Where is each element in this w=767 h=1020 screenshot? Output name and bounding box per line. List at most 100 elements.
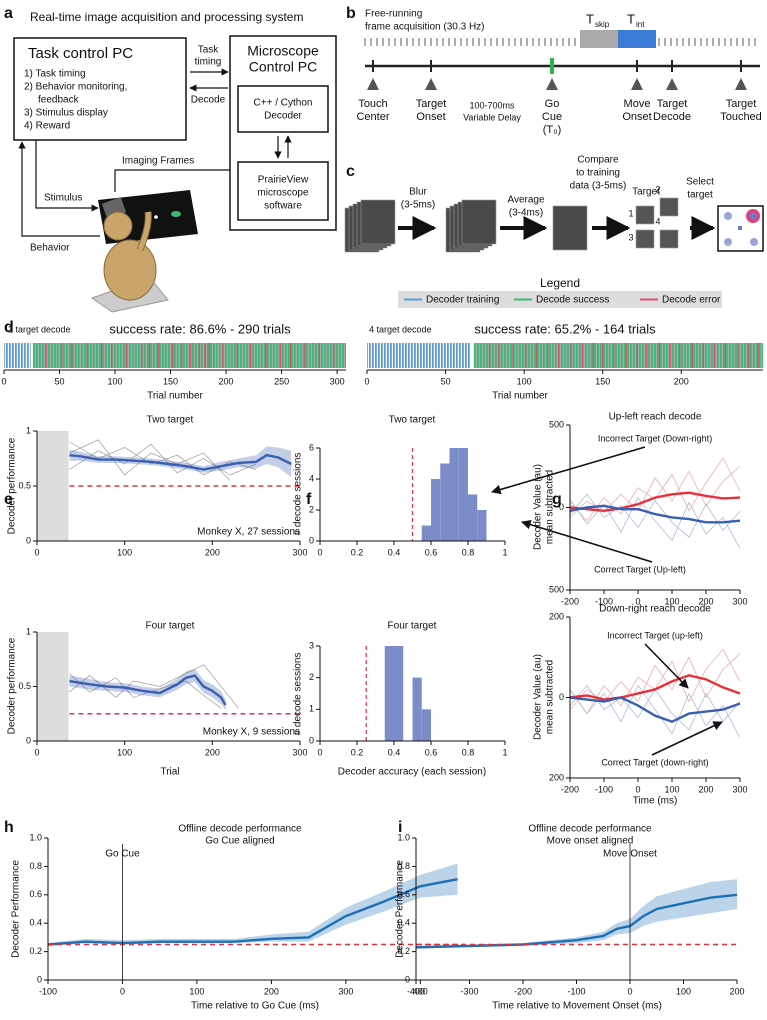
- y-axis-label: # decode sessions: [293, 453, 304, 536]
- x-tick-label: 0.2: [351, 547, 364, 557]
- event-label: Target: [416, 98, 447, 110]
- y-tick-label: 6: [309, 442, 314, 452]
- mean-line: [69, 453, 292, 471]
- event-marker: [546, 78, 558, 90]
- label: data (3-5ms): [570, 181, 627, 192]
- mean-line: [569, 696, 741, 723]
- annotation: Monkey X, 27 sessions: [197, 527, 300, 538]
- x-tick-label: 200: [698, 596, 713, 606]
- label: 2: [655, 184, 660, 194]
- chart-title: Down-right reach decode: [599, 604, 711, 615]
- chart-title: Two target: [389, 415, 436, 426]
- x-tick-label: 0: [627, 986, 632, 996]
- list-item: 4) Reward: [24, 121, 70, 132]
- y-tick-label: 0.6: [29, 889, 42, 899]
- annotation: Incorrect Target (up-left): [607, 630, 703, 640]
- panel-letter: e: [4, 491, 13, 508]
- mean-line: [415, 893, 738, 949]
- label: 100-700ms: [469, 100, 515, 110]
- label: to training: [576, 168, 620, 179]
- y-tick-label: 500: [549, 584, 564, 594]
- trace-line: [569, 493, 741, 538]
- label: C++ / Cython: [254, 98, 313, 109]
- event-label: Target: [726, 98, 757, 110]
- x-tick-label: 100: [117, 747, 132, 757]
- x-tick-label: 0: [364, 376, 369, 386]
- event-marker: [425, 78, 437, 90]
- event-marker: [666, 78, 678, 90]
- event-label: Touched: [720, 111, 762, 123]
- x-tick-label: 300: [330, 376, 345, 386]
- monkey-arm: [137, 211, 151, 251]
- y-axis-label: Decoder Value (au): [533, 654, 544, 740]
- chart-label: 2 target decode: [8, 324, 71, 334]
- y-tick-label: 1: [26, 425, 31, 435]
- arrow: [35, 140, 99, 212]
- x-tick-label: 0: [635, 784, 640, 794]
- y-axis-label: Decoder performance: [7, 437, 18, 534]
- label: PrairieView: [258, 175, 309, 186]
- y-tick-label: 2: [309, 504, 314, 514]
- chart-title: Offline decode performance: [178, 824, 302, 835]
- event-label: Go: [545, 98, 560, 110]
- trace-line: [69, 441, 257, 476]
- training-trials: [4, 343, 31, 368]
- x-tick-label: 1: [502, 547, 507, 557]
- bar: [449, 448, 459, 541]
- x-tick-label: 50: [55, 376, 65, 386]
- target-template: [659, 229, 679, 249]
- y-tick-label: 0.8: [397, 861, 410, 871]
- event-marker: [631, 78, 643, 90]
- bar: [394, 646, 404, 741]
- monkey-body: [103, 239, 157, 301]
- skip-window: [580, 30, 618, 48]
- label: T: [627, 11, 635, 26]
- label: Blur: [409, 187, 427, 198]
- label: 4: [655, 216, 660, 226]
- target-circle: [724, 212, 732, 220]
- legend-entry: Decode success: [536, 295, 609, 306]
- arrow: [491, 446, 646, 495]
- panel-letter: f: [306, 491, 312, 508]
- bar: [412, 677, 422, 741]
- target-circle: [724, 238, 732, 246]
- x-tick-label: 1: [502, 747, 507, 757]
- x-tick-label: 150: [595, 376, 610, 386]
- box: [13, 37, 187, 141]
- x-tick-label: 0: [120, 986, 125, 996]
- legend-entry: Decoder training: [426, 295, 499, 306]
- x-tick-label: -100: [39, 986, 57, 996]
- x-tick-label: 50: [441, 376, 451, 386]
- y-tick-label: 0: [26, 735, 31, 745]
- event-marker: [367, 78, 379, 90]
- target-circle: [750, 238, 758, 246]
- x-tick-label: 200: [729, 986, 744, 996]
- chart-title: success rate: 65.2% - 164 trials: [474, 321, 656, 336]
- panel-letter: d: [4, 319, 14, 336]
- monkey-head: [103, 211, 133, 241]
- x-tick-label: 0: [34, 547, 39, 557]
- event-label: Cue: [542, 111, 562, 123]
- x-tick-label: 100: [189, 986, 204, 996]
- trace-line: [69, 664, 239, 709]
- label: Task: [198, 45, 220, 56]
- box-title: Task control PC: [28, 45, 133, 62]
- label: (3-4ms): [509, 208, 543, 219]
- y-tick-label: 0.4: [29, 918, 42, 928]
- chart-title: Up-left reach decode: [609, 412, 702, 423]
- panel-letter: b: [346, 5, 356, 22]
- x-tick-label: 300: [338, 986, 353, 996]
- trace-line: [569, 457, 741, 522]
- x-tick-label: 200: [205, 547, 220, 557]
- x-tick-label: 0: [635, 596, 640, 606]
- y-tick-label: 0.8: [29, 861, 42, 871]
- panel-letter: c: [346, 163, 355, 180]
- shaded-region: [37, 431, 69, 541]
- training-trials: [367, 343, 471, 368]
- list-item: 1) Task timing: [24, 69, 86, 80]
- x-tick-label: 100: [117, 547, 132, 557]
- y-tick-label: 200: [549, 611, 564, 621]
- y-tick-label: 1.0: [397, 832, 410, 842]
- x-tick-label: 0.6: [425, 547, 438, 557]
